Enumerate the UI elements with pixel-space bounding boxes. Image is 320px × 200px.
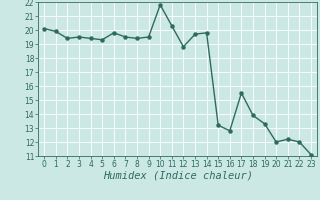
X-axis label: Humidex (Indice chaleur): Humidex (Indice chaleur) [103,171,252,181]
